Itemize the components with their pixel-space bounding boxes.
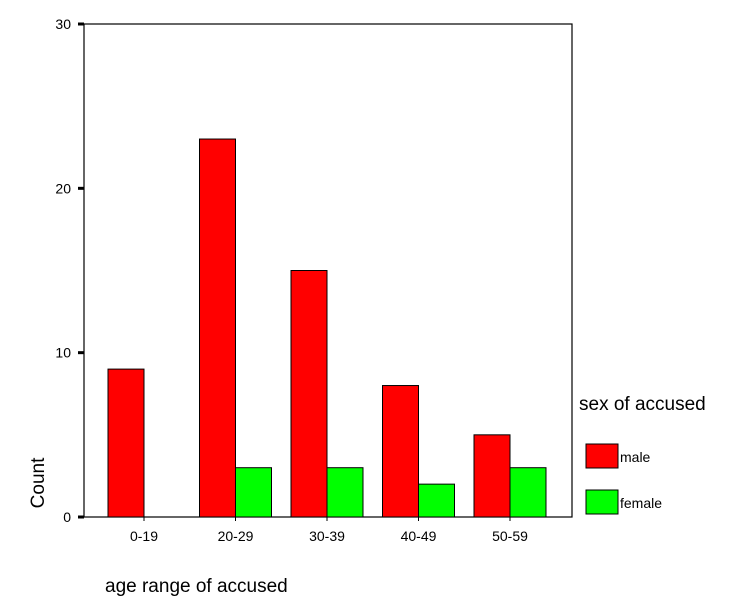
x-axis-title: age range of accused <box>105 576 288 597</box>
legend-swatch-female <box>585 489 619 515</box>
y-tick-label: 10 <box>55 345 71 361</box>
bar-male-20-29 <box>199 138 236 518</box>
bar-male-30-39 <box>290 270 328 518</box>
legend-label-male: male <box>620 449 651 465</box>
legend-items: male female <box>585 443 662 515</box>
x-tick-label: 0-19 <box>130 528 158 544</box>
x-tick-label: 30-39 <box>309 528 345 544</box>
legend: sex of accused male female <box>579 394 706 515</box>
bars-group <box>107 138 547 518</box>
y-tick-label: 30 <box>55 16 71 32</box>
y-axis-title: Count <box>28 457 49 508</box>
legend-label-female: female <box>620 495 662 511</box>
y-tick-label: 0 <box>63 509 71 525</box>
legend-swatch-male <box>585 443 619 469</box>
bar-female-20-29 <box>235 467 272 518</box>
x-tick-label: 20-29 <box>218 528 254 544</box>
x-axis-ticks: 0-19 20-29 30-39 40-49 50-59 <box>130 517 528 544</box>
y-axis-ticks: 0 10 20 30 <box>55 16 84 525</box>
bar-male-0-19 <box>107 368 145 518</box>
x-tick-label: 40-49 <box>401 528 437 544</box>
bar-female-30-39 <box>326 467 364 518</box>
y-tick-label: 20 <box>55 180 71 196</box>
bar-female-40-49 <box>418 483 455 518</box>
bar-male-40-49 <box>382 385 419 518</box>
bar-male-50-59 <box>473 434 511 518</box>
x-tick-label: 50-59 <box>492 528 528 544</box>
legend-title: sex of accused <box>579 394 706 415</box>
bar-female-50-59 <box>509 467 547 518</box>
